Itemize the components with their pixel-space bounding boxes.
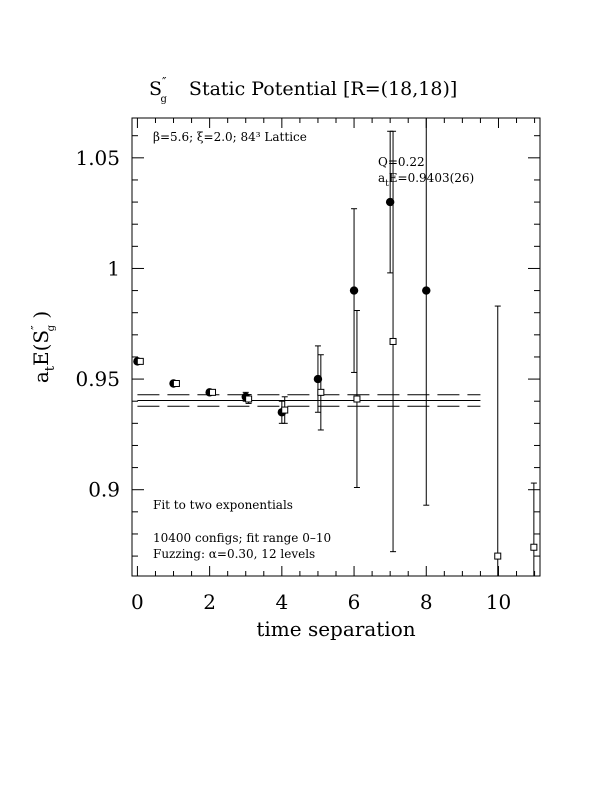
data-point — [281, 406, 289, 414]
x-tick-label: 2 — [203, 590, 216, 614]
data-point — [353, 395, 361, 403]
data-point — [245, 395, 253, 403]
y-tick-label: 0.95 — [75, 367, 120, 391]
data-point — [385, 197, 395, 207]
fit-band — [137, 394, 481, 407]
x-tick-label: 0 — [131, 590, 144, 614]
x-tick-label: 8 — [420, 590, 433, 614]
y-tick-label: 1.05 — [75, 146, 120, 170]
y-tick-label: 1 — [107, 256, 120, 280]
data-point — [349, 286, 359, 295]
data-point — [530, 543, 538, 551]
x-tick-labels: 0 2 4 6 8 10 — [131, 590, 511, 614]
q-label: Q=0.22 — [378, 155, 425, 169]
data-point — [172, 380, 180, 388]
data-point — [136, 357, 144, 365]
y-tick-labels: 0.9 0.95 1 1.05 — [75, 146, 120, 502]
data-series — [133, 118, 538, 576]
fit-value-label: atE=0.9403(26) — [378, 171, 474, 189]
data-point — [389, 337, 397, 345]
fit-note-configs: 10400 configs; fit range 0–10 — [153, 531, 331, 545]
axis-ticks — [132, 118, 540, 576]
data-point — [494, 552, 502, 560]
data-point — [422, 286, 431, 295]
fit-note-fuzzing: Fuzzing: α=0.30, 12 levels — [153, 547, 315, 561]
lattice-label: β=5.6; ξ=2.0; 84³ Lattice — [153, 130, 307, 144]
x-tick-label: 6 — [348, 590, 361, 614]
y-axis-title: atE(S″ g ) — [29, 311, 58, 383]
x-tick-label: 4 — [275, 590, 288, 614]
chart-title: S″ g Static Potential [R=(18,18)] — [149, 75, 457, 105]
fit-note-method: Fit to two exponentials — [153, 498, 293, 512]
x-axis-title: time separation — [256, 617, 415, 641]
y-tick-label: 0.9 — [88, 478, 120, 502]
x-tick-label: 10 — [486, 590, 511, 614]
data-point — [313, 374, 323, 384]
data-point — [209, 388, 217, 396]
data-point — [317, 388, 325, 396]
